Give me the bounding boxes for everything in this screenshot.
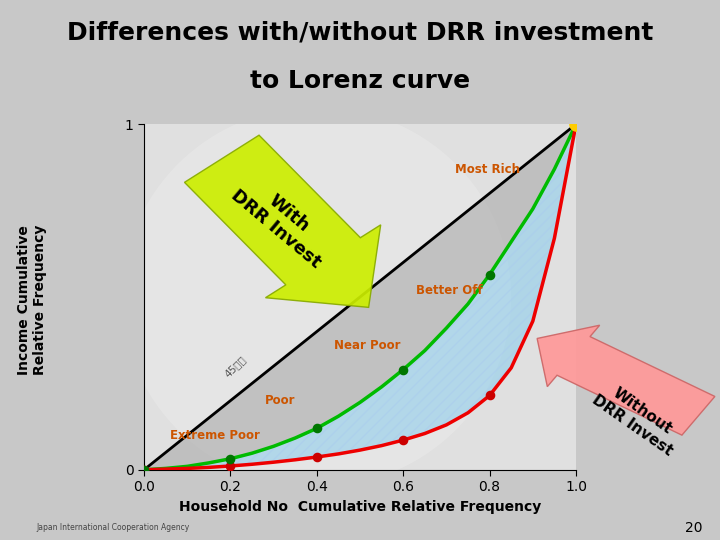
Text: Most Rich: Most Rich [455,163,520,176]
Point [311,424,323,433]
Text: Without
DRR Invest: Without DRR Invest [589,378,685,459]
Point [225,455,236,463]
Text: Japan International Cooperation Agency: Japan International Cooperation Agency [36,523,189,532]
Point [225,462,236,470]
Point [138,465,150,474]
Text: With
DRR Invest: With DRR Invest [227,170,338,272]
X-axis label: Household No  Cumulative Relative Frequency: Household No Cumulative Relative Frequen… [179,500,541,514]
Ellipse shape [122,107,511,487]
Point [570,120,582,129]
Point [570,120,582,129]
Point [311,453,323,461]
Point [397,436,409,444]
Text: 45度線: 45度線 [222,354,248,379]
Text: Poor: Poor [265,394,295,407]
Text: Extreme Poor: Extreme Poor [170,429,260,442]
Text: Income Cumulative
Relative Frequency: Income Cumulative Relative Frequency [17,225,48,375]
Point [138,465,150,474]
Point [397,365,409,374]
Text: Better Off: Better Off [416,284,483,296]
Point [570,120,582,129]
Text: to Lorenz curve: to Lorenz curve [250,69,470,93]
Text: 20: 20 [685,521,702,535]
Point [484,391,495,400]
Text: Near Poor: Near Poor [334,339,400,352]
Point [484,270,495,279]
Polygon shape [184,135,381,307]
Text: Differences with/without DRR investment: Differences with/without DRR investment [67,21,653,44]
